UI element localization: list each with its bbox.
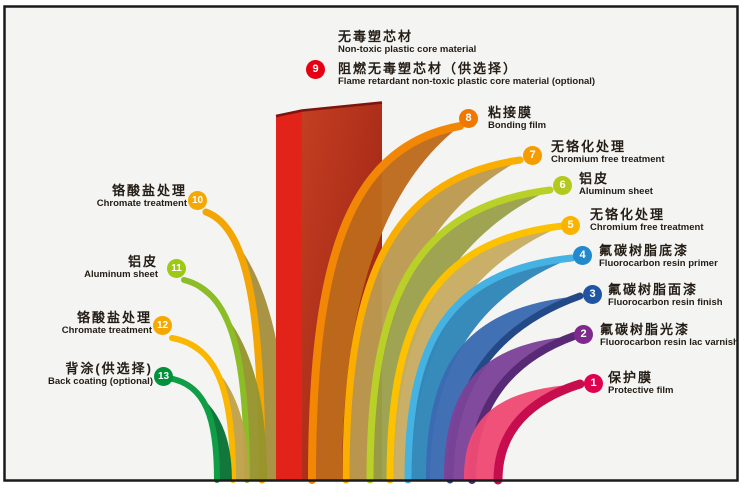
layer-label-8-zh: 粘接膜 [488, 105, 534, 120]
layer-label-5-zh: 无铬化处理 [590, 207, 666, 222]
core-top-edge [275, 101, 383, 118]
ribbon-edge [308, 122, 464, 484]
core-alt-label-en: Non-toxic plastic core material [338, 43, 477, 55]
core-alt-label-zh: 无毒塑芯材 [338, 29, 414, 44]
layer-label-7: 无铬化处理 Chromium free treatment [551, 139, 665, 165]
ribbon-edge [181, 277, 250, 483]
ribbon-face [444, 336, 574, 480]
layer-label-4: 氟碳树脂底漆 Fluorocarbon resin primer [599, 243, 718, 269]
ribbon-edge [342, 156, 524, 484]
core-label-zh: 阻燃无毒塑芯材（供选择） [338, 61, 519, 76]
layer-label-8-en: Bonding film [488, 119, 547, 131]
ribbon-face [426, 296, 580, 480]
ribbon-face [464, 384, 580, 480]
layer-label-13-zh: 背涂(供选择) [65, 361, 153, 376]
layer-badge-2: 2 [574, 325, 593, 344]
layer-label-1: 保护膜 Protective film [608, 370, 674, 396]
layer-label-2-zh: 氟碳树脂光漆 [600, 322, 691, 337]
ribbon-face [206, 212, 288, 480]
layer-badge-3: 3 [583, 285, 602, 304]
core-alt-label: 无毒塑芯材 Non-toxic plastic core material [338, 29, 477, 55]
ribbon-layer-8 [308, 122, 464, 484]
layer-label-10-zh: 铬酸盐处理 [111, 183, 187, 198]
layer-label-12: 铬酸盐处理 Chromate treatment [61, 310, 152, 336]
layer-label-2: 氟碳树脂光漆 Fluorocarbon resin lac varnish [600, 322, 739, 348]
panel-border [3, 5, 739, 482]
ribbon-edge [404, 254, 576, 484]
ribbon-edge [169, 335, 236, 483]
layer-label-13: 背涂(供选择) Back coating (optional) [47, 361, 153, 387]
layer-label-11-zh: 铝皮 [127, 254, 158, 269]
layer-label-12-zh: 铬酸盐处理 [76, 310, 152, 325]
ribbon-face [408, 258, 572, 480]
layer-label-13-en: Back coating (optional) [47, 375, 153, 387]
ribbon-layer-11 [181, 277, 267, 483]
layer-label-2-en: Fluorocarbon resin lac varnish [600, 336, 739, 348]
layer-label-7-zh: 无铬化处理 [551, 139, 627, 154]
layer-badge-10: 10 [188, 191, 207, 210]
layer-badge-5: 5 [561, 216, 580, 235]
ribbon-layer-13 [165, 375, 232, 483]
ribbon-edge [493, 379, 585, 485]
layer-label-6: 铝皮 Aluminum sheet [579, 171, 653, 197]
layer-label-6-zh: 铝皮 [579, 171, 610, 186]
layer-label-4-en: Fluorocarbon resin primer [599, 257, 718, 269]
layer-badge-4: 4 [573, 246, 592, 265]
core-side-face [276, 111, 302, 480]
layer-label-3: 氟碳树脂面漆 Fluorocarbon resin finish [608, 282, 723, 308]
ribbon-edge [366, 186, 554, 484]
layer-label-12-en: Chromate treatment [61, 324, 152, 336]
layer-label-3-en: Fluorocarbon resin finish [608, 296, 723, 308]
ribbon-face [346, 160, 520, 480]
layer-label-4-zh: 氟碳树脂底漆 [599, 243, 690, 258]
core-label-en: Flame retardant non-toxic plastic core m… [338, 75, 596, 87]
ribbon-edge [386, 222, 566, 484]
layer-label-7-en: Chromium free treatment [551, 153, 665, 165]
layer-label-11: 铝皮 Aluminum sheet [84, 254, 158, 280]
layer-label-6-en: Aluminum sheet [579, 185, 653, 197]
layer-label-3-zh: 氟碳树脂面漆 [608, 282, 699, 297]
layer-label-11-en: Aluminum sheet [84, 268, 158, 280]
layer-badge-6: 6 [553, 176, 572, 195]
layer-badge-11: 11 [167, 259, 186, 278]
layer-badge-1: 1 [584, 374, 603, 393]
layer-label-5: 无铬化处理 Chromium free treatment [590, 207, 704, 233]
ribbon-edge [165, 375, 220, 483]
ribbon-layer-12 [169, 335, 249, 483]
ribbon-layer-1 [464, 379, 585, 485]
layer-label-8: 粘接膜 Bonding film [488, 105, 547, 131]
layer-label-5-en: Chromium free treatment [590, 221, 704, 233]
ribbon-face [168, 378, 232, 480]
layer-label-10: 铬酸盐处理 Chromate treatment [96, 183, 187, 209]
layer-badge-8: 8 [459, 109, 478, 128]
ribbon-face [312, 126, 460, 480]
layer-badge-7: 7 [523, 146, 542, 165]
layer-label-10-en: Chromate treatment [96, 197, 187, 209]
layer-badge-9: 9 [306, 60, 325, 79]
ribbon-layer-7 [342, 156, 524, 484]
layer-label-1-zh: 保护膜 [608, 370, 654, 385]
ribbon-layer-4 [404, 254, 576, 484]
layer-badge-13: 13 [154, 367, 173, 386]
core-label: 阻燃无毒塑芯材（供选择） Flame retardant non-toxic p… [338, 61, 596, 87]
layer-badge-12: 12 [153, 316, 172, 335]
layer-label-1-en: Protective film [608, 384, 674, 396]
ribbon-face [172, 338, 249, 480]
